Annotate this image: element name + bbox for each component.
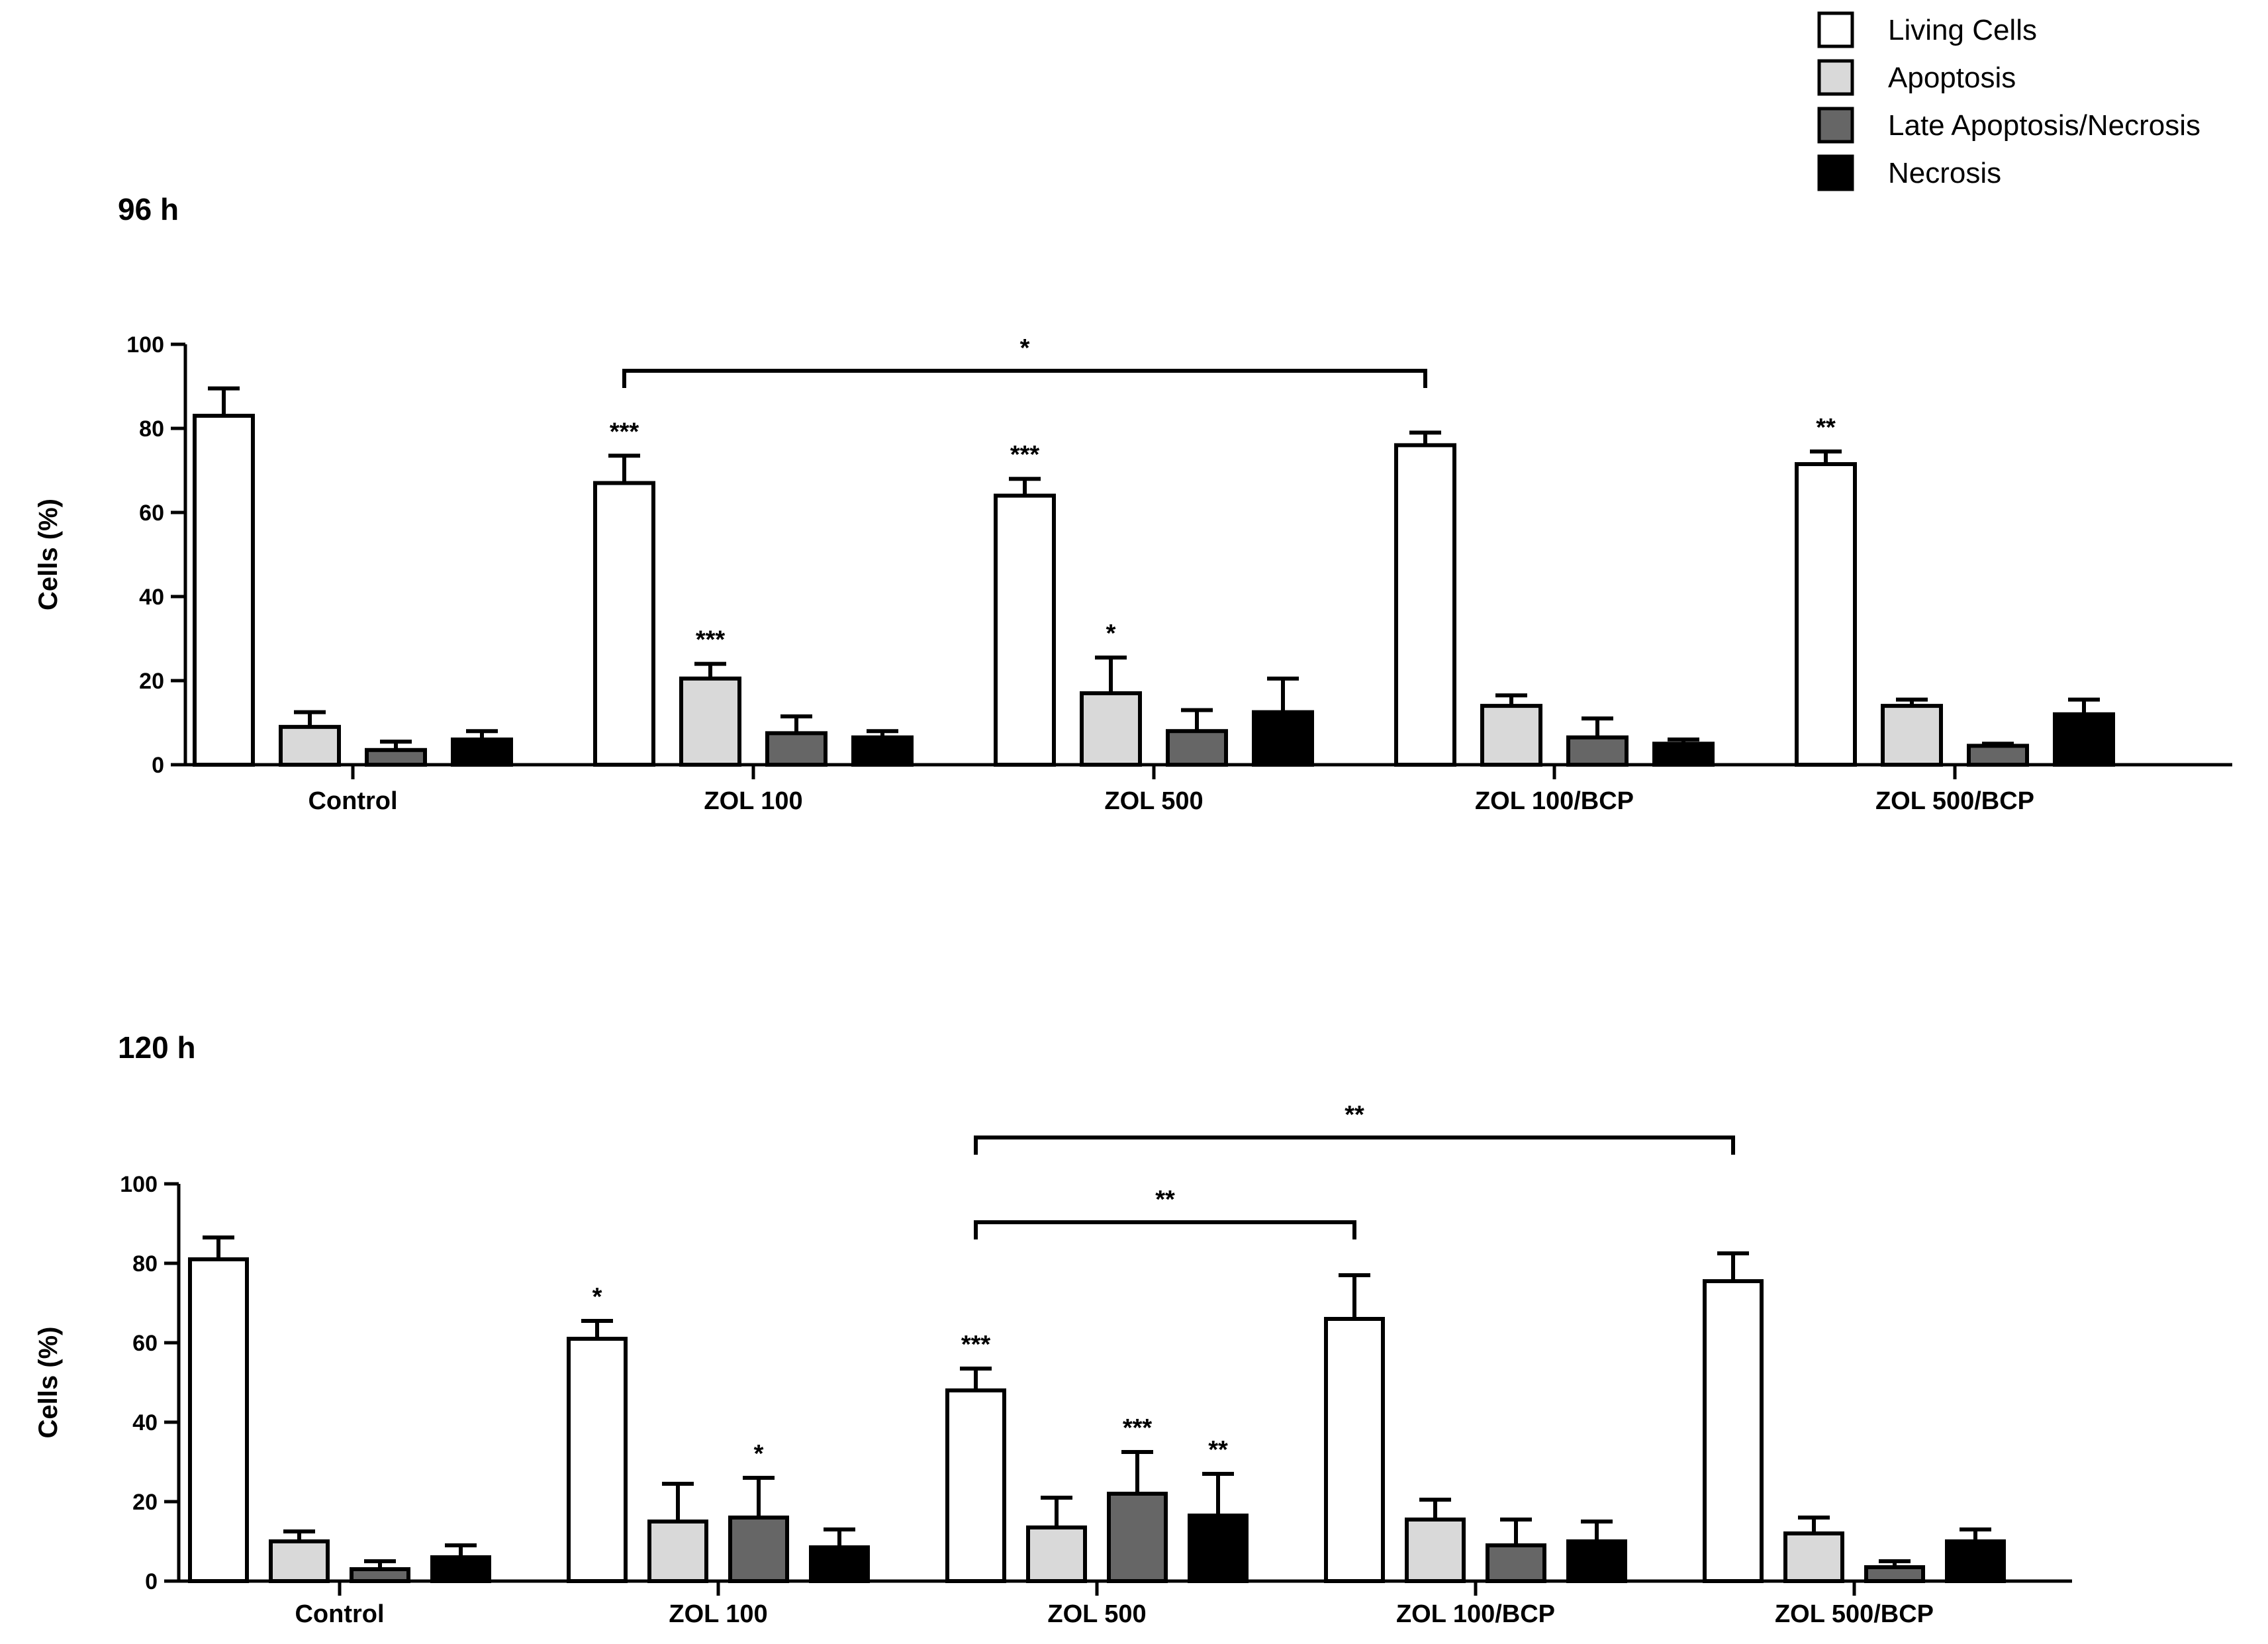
y-axis-label: Cells (%)	[34, 499, 63, 610]
panel-title: 120 h	[118, 1030, 196, 1065]
bar	[451, 737, 513, 767]
bar	[2053, 712, 2115, 767]
bar	[1080, 691, 1142, 767]
bar	[851, 735, 914, 767]
bar	[193, 413, 255, 767]
comparison-bracket: *	[622, 334, 1427, 388]
bar	[1324, 1317, 1385, 1583]
legend-label: Living Cells	[1888, 14, 2037, 46]
comparison-bracket: **	[974, 1186, 1356, 1239]
legend-swatch	[1817, 11, 1854, 48]
legend-label: Apoptosis	[1888, 62, 2016, 94]
y-tick-label: 20	[132, 1490, 158, 1515]
y-tick-label: 40	[132, 1410, 158, 1435]
category-label: ZOL 100/BCP	[1475, 787, 1634, 815]
y-tick-label: 100	[120, 1172, 158, 1197]
bar	[809, 1545, 870, 1583]
bar	[679, 676, 741, 767]
bar	[1703, 1279, 1764, 1583]
y-tick-label: 100	[126, 332, 164, 358]
legend-swatch	[1817, 107, 1854, 144]
bar	[1480, 704, 1542, 767]
category-label: ZOL 500	[1047, 1600, 1146, 1628]
bar	[994, 493, 1056, 767]
bracket-line	[622, 369, 1427, 388]
bar	[1945, 1539, 2006, 1583]
bar	[945, 1388, 1006, 1583]
bar	[1166, 729, 1228, 767]
bracket-label: **	[1155, 1186, 1175, 1214]
category-label: ZOL 100	[704, 787, 802, 815]
bar	[350, 1567, 410, 1583]
legend-label: Necrosis	[1888, 157, 2001, 189]
bar	[1107, 1492, 1168, 1583]
comparison-bracket: **	[974, 1101, 1735, 1155]
significance-marker: *	[754, 1440, 764, 1468]
bar	[188, 1257, 249, 1583]
panel-96h: 96 h Cells (%) 0 20 40 60 80 100 Control ZOL 100 Z…	[34, 192, 2232, 815]
bracket-line	[974, 1136, 1735, 1155]
significance-marker: ***	[1010, 441, 1040, 469]
bar	[1026, 1525, 1087, 1583]
y-tick-label: 40	[139, 585, 164, 610]
y-axis-label: Cells (%)	[34, 1327, 63, 1439]
category-label: ZOL 500/BCP	[1775, 1600, 1934, 1628]
bar	[1394, 443, 1456, 767]
bar	[1783, 1531, 1844, 1583]
bar	[765, 731, 827, 767]
bar	[269, 1539, 330, 1583]
bar	[1566, 735, 1629, 767]
y-tick-label: 0	[152, 753, 164, 778]
bar	[728, 1516, 789, 1583]
bar	[1967, 744, 2029, 767]
category-label: ZOL 100/BCP	[1396, 1600, 1555, 1628]
bar	[1881, 704, 1943, 767]
significance-marker: *	[592, 1283, 602, 1311]
legend-swatch	[1817, 59, 1854, 96]
category-label: Control	[295, 1600, 384, 1628]
panel-120h: 120 h Cells (%) 0 20 40 60 80 100 Control ZOL 100…	[34, 1030, 2072, 1628]
y-tick-label: 80	[139, 416, 164, 442]
bar	[593, 481, 655, 767]
bar	[1486, 1543, 1546, 1583]
y-tick-label: 0	[145, 1569, 158, 1594]
bar	[1188, 1514, 1249, 1583]
legend-label: Late Apoptosis/Necrosis	[1888, 109, 2200, 142]
legend-swatch	[1817, 154, 1854, 191]
category-label: ZOL 500	[1104, 787, 1203, 815]
bar	[1795, 461, 1857, 767]
significance-marker: ***	[696, 626, 726, 654]
significance-marker: ***	[610, 418, 639, 446]
bar	[1405, 1518, 1466, 1583]
significance-marker: ***	[961, 1331, 991, 1359]
bar	[647, 1520, 708, 1583]
legend: Living Cells Apoptosis Late Apoptosis/Necr…	[1817, 11, 2200, 191]
significance-marker: **	[1208, 1436, 1228, 1464]
y-tick-label: 80	[132, 1251, 158, 1277]
bracket-label: **	[1345, 1101, 1364, 1129]
y-tick-label: 60	[132, 1331, 158, 1356]
bar	[1566, 1539, 1627, 1583]
bar	[1652, 742, 1715, 767]
y-tick-label: 20	[139, 669, 164, 694]
bar	[365, 748, 427, 767]
bar	[567, 1337, 628, 1583]
panel-title: 96 h	[118, 192, 179, 226]
bar	[1864, 1565, 1925, 1583]
significance-marker: **	[1816, 414, 1836, 442]
bar	[1252, 710, 1314, 767]
significance-marker: *	[1106, 620, 1116, 648]
bar	[279, 724, 341, 767]
bracket-line	[974, 1220, 1356, 1239]
category-label: Control	[308, 787, 397, 815]
bracket-label: *	[1020, 334, 1030, 362]
significance-marker: ***	[1123, 1414, 1153, 1442]
category-label: ZOL 100	[669, 1600, 767, 1628]
bar	[430, 1555, 491, 1583]
y-tick-label: 60	[139, 501, 164, 526]
category-label: ZOL 500/BCP	[1875, 787, 2034, 815]
